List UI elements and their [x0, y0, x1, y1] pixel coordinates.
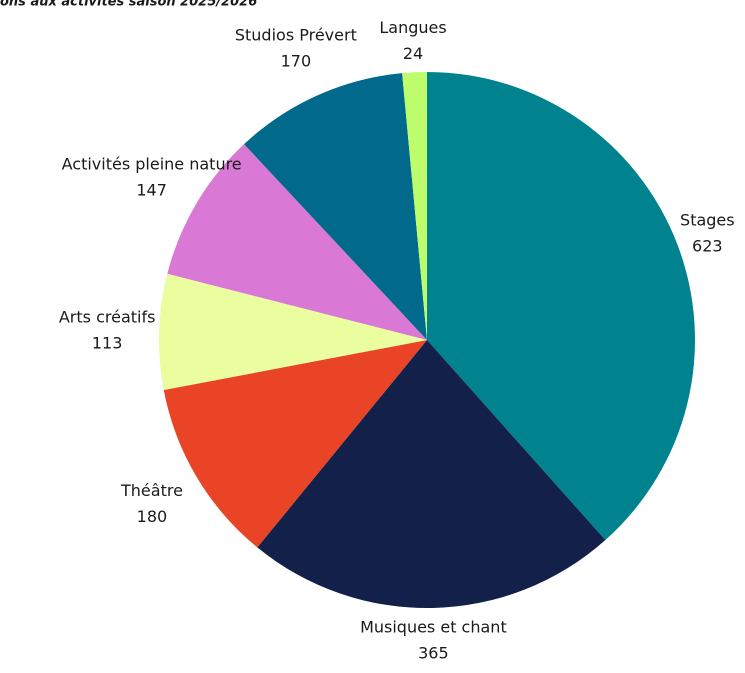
- pie-slice: [244, 73, 427, 340]
- slice-value: 24: [403, 44, 423, 63]
- pie-slice: [402, 72, 427, 340]
- pie-slice: [427, 72, 695, 541]
- slice-label: Arts créatifs: [59, 308, 156, 327]
- slice-label: Musiques et chant: [360, 617, 507, 636]
- slice-label: Théâtre: [120, 481, 183, 500]
- slice-value: 365: [418, 643, 449, 662]
- slice-value: 113: [92, 334, 123, 353]
- slice-label: Stages: [680, 211, 735, 230]
- pie-slice: [158, 273, 427, 391]
- slice-label: Activités pleine nature: [62, 154, 242, 173]
- chart-title: ons aux activités saison 2025/2026: [0, 0, 257, 10]
- slice-value: 147: [136, 180, 167, 199]
- slice-value: 170: [281, 52, 312, 71]
- slice-label: Langues: [379, 18, 446, 37]
- pie-slice: [163, 340, 427, 548]
- slice-value: 180: [137, 507, 168, 526]
- pie-slice: [167, 144, 427, 340]
- pie-slice: [257, 340, 606, 608]
- slice-value: 623: [692, 237, 723, 256]
- slice-label: Studios Prévert: [235, 26, 357, 45]
